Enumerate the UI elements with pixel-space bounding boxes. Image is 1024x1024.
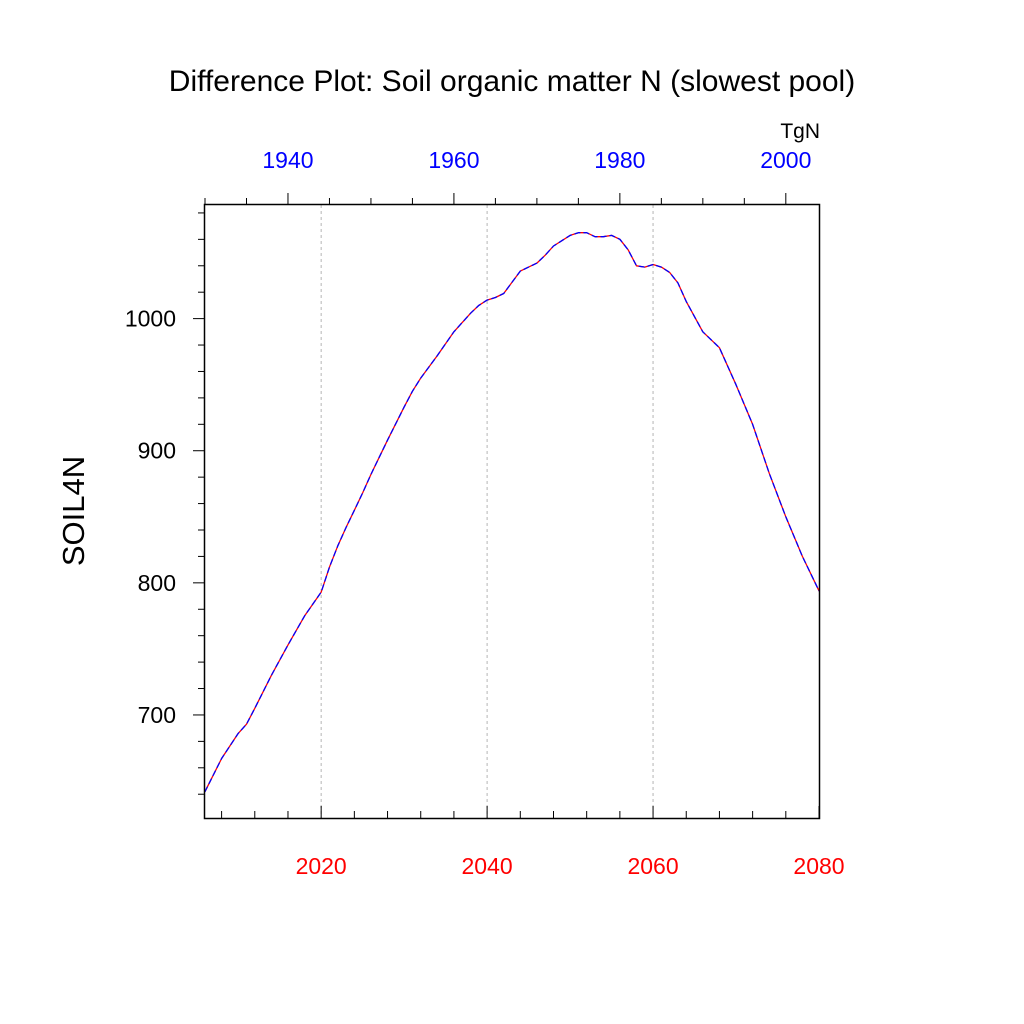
plot-frame: [203, 203, 821, 820]
bottom-tick-label-2020: 2020: [296, 853, 347, 879]
tick-labels: 2020 2040 2060 2080 1940 1960 1980 2000 700 800 90…: [125, 147, 845, 879]
axis-ticks: [193, 193, 820, 818]
series-line-1: [204, 232, 820, 793]
series-line-2: [204, 232, 820, 793]
gridlines: [320, 205, 654, 818]
y-tick-label-800: 800: [138, 570, 176, 596]
top-tick-label-2000: 2000: [760, 147, 811, 173]
y-tick-label-1000: 1000: [125, 306, 176, 332]
y-axis-title: SOIL4N: [56, 456, 91, 566]
top-tick-label-1960: 1960: [428, 147, 479, 173]
top-tick-label-1980: 1980: [594, 147, 645, 173]
bottom-tick-label-2040: 2040: [462, 853, 513, 879]
top-tick-label-1940: 1940: [262, 147, 313, 173]
chart-title: Difference Plot: Soil organic matter N (…: [169, 65, 855, 98]
plot-series: [204, 232, 820, 793]
units-label: TgN: [780, 120, 820, 143]
bottom-tick-label-2060: 2060: [627, 853, 678, 879]
y-tick-label-900: 900: [138, 438, 176, 464]
bottom-tick-label-2080: 2080: [793, 853, 844, 879]
y-tick-label-700: 700: [138, 702, 176, 728]
